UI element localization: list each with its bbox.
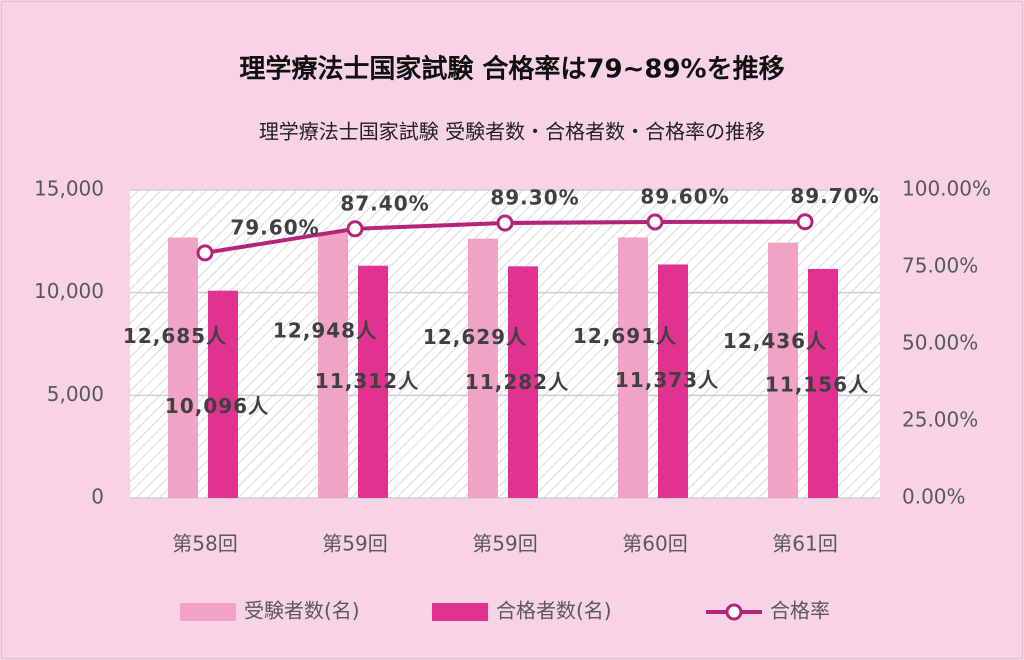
legend-swatch	[725, 603, 743, 621]
x-tick-label: 第61回	[772, 532, 837, 556]
bar	[808, 268, 838, 498]
y2-tick-label: 0.00%	[902, 485, 966, 509]
data-label: 11,282人	[465, 370, 569, 394]
bar	[768, 242, 798, 498]
data-label: 11,312人	[315, 369, 419, 393]
data-label: 89.70%	[790, 184, 879, 208]
y2-tick-label: 100.00%	[902, 177, 991, 201]
data-label: 89.60%	[640, 185, 729, 209]
bar	[658, 264, 688, 498]
data-label: 79.60%	[230, 215, 319, 239]
legend-swatch	[432, 603, 488, 621]
bar	[358, 265, 388, 498]
data-label: 12,436人	[723, 329, 827, 353]
chart-title: 理学療法士国家試験 合格率は79~89%を推移	[239, 54, 784, 85]
y2-tick-label: 25.00%	[902, 408, 978, 432]
legend-label: 合格者数(名)	[496, 599, 612, 623]
x-tick-label: 第58回	[172, 532, 237, 556]
line-point	[796, 213, 814, 231]
legend-label: 合格率	[770, 599, 830, 623]
y-tick-label: 5,000	[47, 382, 104, 406]
bar	[318, 232, 348, 498]
y-tick-label: 0	[91, 485, 104, 509]
data-label: 87.40%	[340, 191, 429, 215]
data-label: 12,948人	[273, 319, 377, 343]
x-tick-label: 第60回	[622, 532, 687, 556]
data-label: 11,373人	[615, 368, 719, 392]
bar	[468, 238, 498, 498]
x-tick-label: 第59回	[322, 532, 387, 556]
data-label: 12,691人	[573, 324, 677, 348]
data-label: 12,629人	[423, 325, 527, 349]
x-tick-label: 第59回	[472, 532, 537, 556]
plot-area	[130, 190, 880, 498]
bar	[208, 290, 238, 498]
y2-tick-label: 50.00%	[902, 331, 978, 355]
data-label: 12,685人	[123, 324, 227, 348]
chart-subtitle: 理学療法士国家試験 受験者数・合格者数・合格率の推移	[259, 120, 765, 144]
line-point	[646, 213, 664, 231]
y-tick-label: 10,000	[34, 279, 104, 303]
data-label: 10,096人	[165, 394, 269, 418]
data-label: 89.30%	[490, 185, 579, 209]
legend-swatch	[180, 603, 236, 621]
y2-tick-label: 75.00%	[902, 254, 978, 278]
bar	[618, 237, 648, 498]
line-point	[196, 244, 214, 262]
legend-label: 受験者数(名)	[244, 599, 360, 623]
bar	[508, 266, 538, 498]
line-point	[496, 214, 514, 232]
y-tick-label: 15,000	[34, 177, 104, 201]
line-point	[346, 220, 364, 238]
data-label: 11,156人	[765, 372, 869, 396]
bar	[168, 237, 198, 498]
